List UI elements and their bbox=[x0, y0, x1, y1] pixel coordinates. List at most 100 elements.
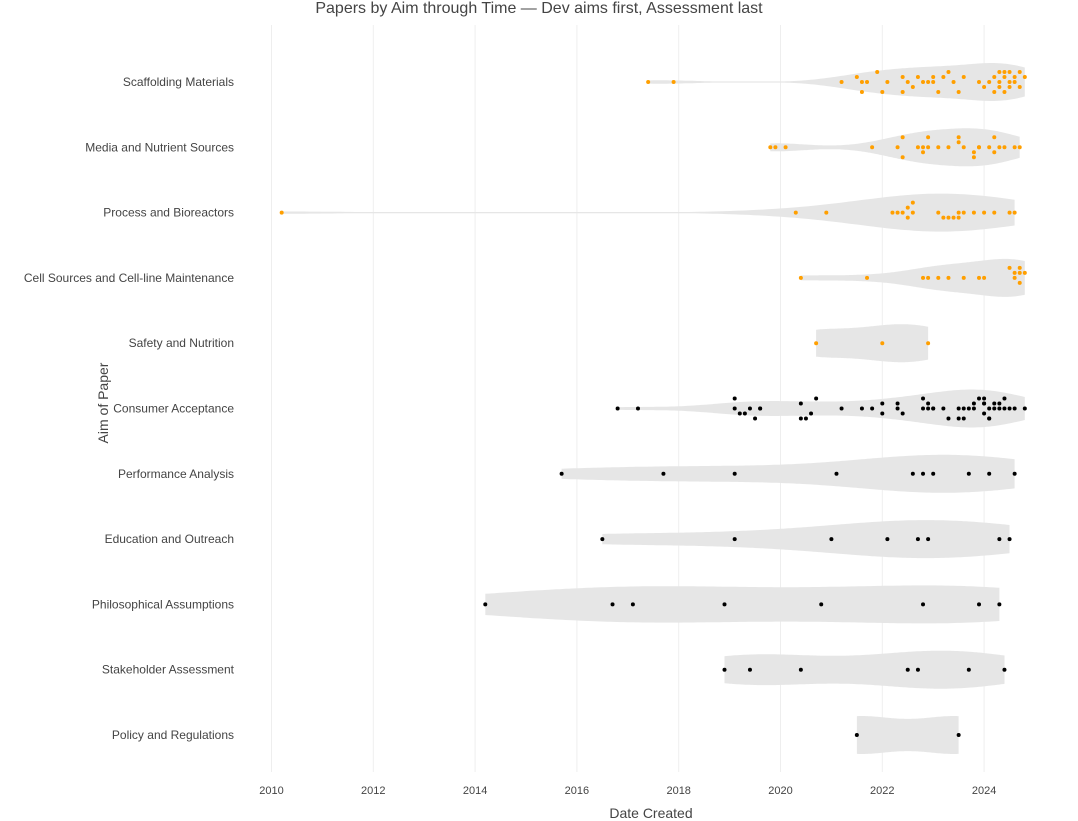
data-point bbox=[961, 275, 966, 280]
data-point bbox=[880, 401, 885, 406]
data-point bbox=[921, 145, 926, 150]
data-point bbox=[921, 275, 926, 280]
data-point bbox=[732, 406, 737, 411]
data-point bbox=[956, 135, 961, 140]
data-point bbox=[1022, 406, 1027, 411]
data-point bbox=[987, 416, 992, 421]
data-point bbox=[987, 471, 992, 476]
data-point bbox=[1012, 275, 1017, 280]
x-tick-label: 2024 bbox=[972, 785, 996, 797]
data-point bbox=[732, 396, 737, 401]
data-point bbox=[722, 602, 727, 607]
data-point bbox=[747, 667, 752, 672]
violin-shape bbox=[856, 716, 959, 754]
x-axis-title: Date Created bbox=[609, 805, 692, 821]
data-point bbox=[885, 537, 890, 542]
data-point bbox=[971, 401, 976, 406]
data-point bbox=[900, 135, 905, 140]
violins bbox=[281, 63, 1025, 754]
data-point bbox=[834, 471, 839, 476]
x-tick-label: 2010 bbox=[259, 785, 283, 797]
data-point bbox=[900, 90, 905, 94]
data-point bbox=[839, 406, 844, 411]
category-label: Process and Bioreactors bbox=[103, 206, 234, 220]
data-point bbox=[941, 215, 946, 220]
data-point bbox=[926, 80, 931, 84]
data-point bbox=[997, 85, 1002, 89]
data-point bbox=[870, 406, 875, 411]
data-point bbox=[798, 416, 803, 421]
category-labels: Scaffolding Materials Media and Nutrient … bbox=[24, 75, 235, 742]
data-point bbox=[971, 210, 976, 215]
data-point bbox=[600, 537, 605, 542]
data-point bbox=[921, 602, 926, 607]
data-point bbox=[615, 406, 620, 411]
data-point bbox=[931, 471, 936, 476]
data-point bbox=[961, 416, 966, 421]
data-point bbox=[1012, 406, 1017, 411]
data-point bbox=[1007, 537, 1012, 542]
data-point bbox=[814, 341, 819, 346]
violin-shape bbox=[561, 454, 1015, 493]
data-point bbox=[1022, 270, 1027, 275]
data-point bbox=[910, 85, 915, 89]
data-point bbox=[1007, 210, 1012, 215]
data-point bbox=[966, 667, 971, 672]
data-point bbox=[875, 70, 880, 74]
data-point bbox=[895, 145, 900, 150]
category-label: Philosophical Assumptions bbox=[92, 597, 234, 611]
data-points bbox=[279, 70, 1027, 737]
data-point bbox=[809, 411, 814, 416]
data-point bbox=[926, 145, 931, 150]
data-point bbox=[783, 145, 788, 150]
data-point bbox=[880, 341, 885, 346]
x-tick-label: 2022 bbox=[870, 785, 894, 797]
data-point bbox=[839, 80, 844, 84]
data-point bbox=[961, 406, 966, 411]
data-point bbox=[987, 80, 992, 84]
data-point bbox=[941, 406, 946, 411]
data-point bbox=[931, 75, 936, 79]
data-point bbox=[895, 401, 900, 406]
data-point bbox=[951, 80, 956, 84]
data-point bbox=[915, 75, 920, 79]
data-point bbox=[982, 401, 987, 406]
data-point bbox=[1012, 145, 1017, 150]
data-point bbox=[859, 406, 864, 411]
data-point bbox=[905, 80, 910, 84]
category-label: Safety and Nutrition bbox=[129, 336, 234, 350]
data-point bbox=[483, 602, 488, 607]
category-label: Scaffolding Materials bbox=[123, 75, 234, 89]
data-point bbox=[1002, 145, 1007, 150]
data-point bbox=[956, 215, 961, 220]
data-point bbox=[1017, 145, 1022, 150]
data-point bbox=[956, 416, 961, 421]
data-point bbox=[956, 140, 961, 145]
data-point bbox=[646, 80, 651, 84]
data-point bbox=[926, 275, 931, 280]
data-point bbox=[900, 411, 905, 416]
data-point bbox=[859, 80, 864, 84]
data-point bbox=[661, 471, 666, 476]
data-point bbox=[992, 401, 997, 406]
violin-shape bbox=[800, 258, 1025, 297]
category-label: Consumer Acceptance bbox=[113, 402, 234, 416]
data-point bbox=[1007, 70, 1012, 74]
data-point bbox=[966, 406, 971, 411]
violin-shape bbox=[602, 520, 1010, 559]
data-point bbox=[819, 602, 824, 607]
data-point bbox=[997, 406, 1002, 411]
data-point bbox=[966, 471, 971, 476]
data-point bbox=[1017, 280, 1022, 285]
data-point bbox=[997, 145, 1002, 150]
data-point bbox=[992, 75, 997, 79]
data-point bbox=[992, 135, 997, 140]
data-point bbox=[1002, 396, 1007, 401]
x-tick-label: 2012 bbox=[361, 785, 385, 797]
data-point bbox=[941, 75, 946, 79]
data-point bbox=[900, 155, 905, 160]
data-point bbox=[559, 471, 564, 476]
data-point bbox=[956, 90, 961, 94]
data-point bbox=[865, 80, 870, 84]
data-point bbox=[793, 210, 798, 215]
